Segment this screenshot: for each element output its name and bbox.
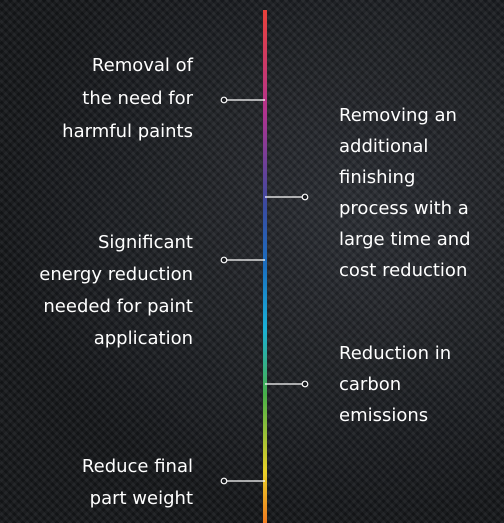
connector-dot (220, 477, 228, 485)
benefit-text: part weight (90, 488, 193, 509)
benefit-text: carbon (339, 374, 401, 395)
benefit-text: the need for (82, 88, 193, 109)
benefit-text: Removal of (92, 55, 194, 76)
connector-dot (301, 193, 309, 201)
benefit-text: Reduce final (82, 456, 193, 477)
benefit-text: harmful paints (62, 121, 193, 142)
benefit-text: energy reduction (39, 264, 193, 285)
spectrum-line (263, 10, 267, 523)
benefit-text: Reduction in (339, 343, 451, 364)
benefit-text: Significant (98, 232, 193, 253)
benefit-text: needed for paint (43, 296, 193, 317)
benefit-text: process with a (339, 198, 469, 219)
connector-dot (301, 380, 309, 388)
connector-dot (220, 96, 228, 104)
benefit-text: finishing (339, 167, 415, 188)
benefit-text: application (94, 328, 193, 349)
benefit-text: emissions (339, 405, 428, 426)
benefit-text: large time and (339, 229, 471, 250)
benefit-text: additional (339, 136, 428, 157)
connector-dot (220, 256, 228, 264)
benefit-text: Removing an (339, 105, 457, 126)
benefit-text: cost reduction (339, 260, 467, 281)
